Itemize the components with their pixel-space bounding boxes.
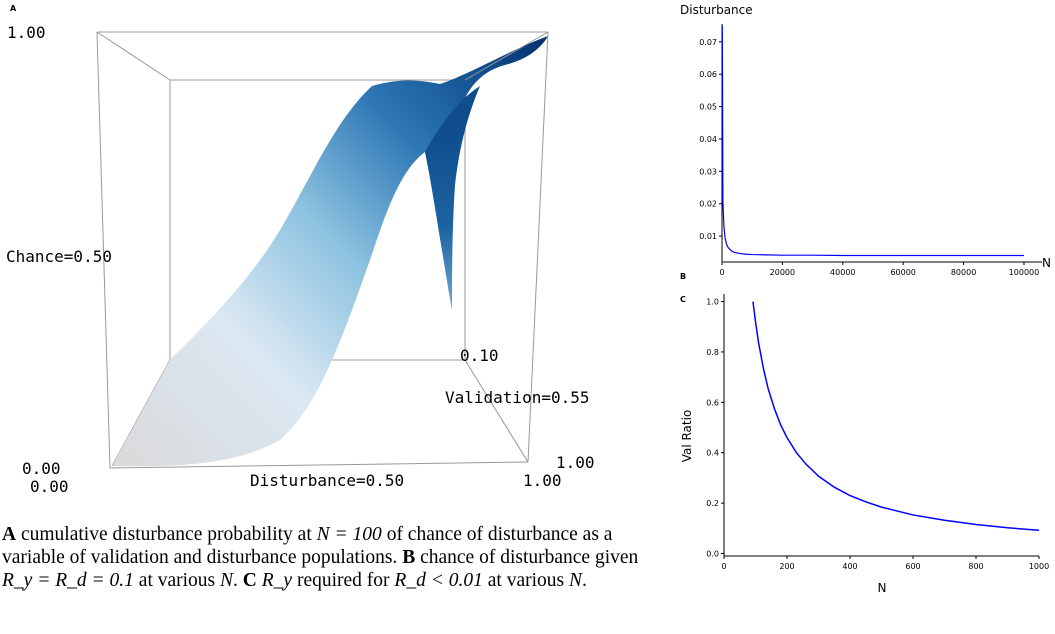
caption-c-math3: N xyxy=(568,570,582,591)
caption-c-text3: . xyxy=(582,570,587,591)
panel-c-letter: C xyxy=(680,295,686,304)
x-zero-label: 0.00 xyxy=(30,477,69,496)
x-tick-label: 800 xyxy=(968,562,983,571)
caption-c-math: R_y xyxy=(261,570,293,591)
y-tick-label: 0.6 xyxy=(706,398,719,407)
panel-a-surface-plot: A 1.00 Chance=0.50 0.00 0.00 Disturbance… xyxy=(6,4,595,496)
caption-b-text2: at various xyxy=(133,570,221,591)
x-tick-label: 20000 xyxy=(770,268,795,277)
y-mid-label: Validation=0.55 xyxy=(445,388,590,407)
caption-b-letter: B xyxy=(402,547,416,568)
caption-c-math2: R_d < 0.01 xyxy=(394,570,483,591)
x-tick-label: 600 xyxy=(905,562,920,571)
y-tick-label: 0.4 xyxy=(706,449,719,458)
y-tick-label: 0.02 xyxy=(699,200,717,209)
caption-b-math: R_y = R_d = 0.1 xyxy=(2,570,134,591)
caption-a-text1: cumulative disturbance probability at xyxy=(16,524,317,545)
panel-a-letter: A xyxy=(10,4,17,13)
frame-diag-bottom-right xyxy=(464,359,529,463)
y-tick-label: 0.10 xyxy=(460,346,499,365)
figure-caption: A cumulative disturbance probability at … xyxy=(2,523,667,592)
frame-diag-top-right xyxy=(464,31,549,81)
surface-fold xyxy=(425,86,480,310)
x-tick-label: 1000 xyxy=(1029,562,1049,571)
y-tick-label: 1.0 xyxy=(706,298,719,307)
frame-front-left xyxy=(96,31,111,469)
caption-c-text2: at various xyxy=(482,570,569,591)
x-tick-label: 200 xyxy=(779,562,794,571)
caption-b-text1: chance of disturbance given xyxy=(415,547,639,568)
panel-b-xlabel: N xyxy=(1042,256,1051,270)
caption-a-math: N = 100 xyxy=(316,524,382,545)
caption-c-text1: required for xyxy=(292,570,395,591)
cube-front-frame xyxy=(96,31,549,469)
y-tick-label: 0.03 xyxy=(699,167,717,176)
y-end-label: 1.00 xyxy=(556,453,595,472)
x-tick-label: 0 xyxy=(721,562,726,571)
x-tick-label: 60000 xyxy=(890,268,915,277)
panel-b-chart: Disturbance 0 20000 40000 60000 80000 1000000… xyxy=(680,3,1051,281)
y-tick-label: 0.06 xyxy=(699,70,717,79)
caption-c-letter: C xyxy=(242,570,257,591)
panel-c-chart: C Val Ratio 0 200 400 600 800 1000 0.0 0.2 0.4 0.… xyxy=(680,294,1049,595)
frame-diag-top-left xyxy=(96,31,171,81)
y-tick-label: 0.04 xyxy=(699,135,717,144)
panel-b-ticks: 0 20000 40000 60000 80000 100000 0.01 0.02 0.03 0… xyxy=(699,38,1039,277)
caption-b-math2: N xyxy=(220,570,234,591)
x-tick-label: 400 xyxy=(842,562,857,571)
x-mid-label: Disturbance=0.50 xyxy=(250,471,404,490)
y-tick-label: 0.0 xyxy=(706,549,719,558)
panel-b-series-line xyxy=(721,25,1024,257)
panel-b-axes xyxy=(721,24,1042,263)
z-zero-label: 0.00 xyxy=(22,459,61,478)
y-tick-label: 0.2 xyxy=(706,499,719,508)
panel-c-ylabel: Val Ratio xyxy=(680,410,694,463)
caption-a-letter: A xyxy=(2,524,17,545)
x-end-label: 1.00 xyxy=(523,471,562,490)
y-tick-label: 0.07 xyxy=(699,38,717,47)
frame-front-bottom xyxy=(109,461,529,469)
y-tick-label: 0.8 xyxy=(706,348,719,357)
y-tick-label: 0.05 xyxy=(699,103,717,112)
x-tick-label: 40000 xyxy=(830,268,855,277)
panel-c-axes xyxy=(723,294,1039,557)
z-mid-label: Chance=0.50 xyxy=(6,247,112,266)
panel-c-ticks: 0 200 400 600 800 1000 0.0 0.2 0.4 0.6 0.8 1.0 xyxy=(706,298,1049,571)
x-tick-label: 100000 xyxy=(1009,268,1040,277)
y-tick-label: 0.01 xyxy=(699,232,717,241)
panel-c-series-line xyxy=(752,301,1040,532)
caption-b-text3: . xyxy=(233,570,243,591)
panel-b-letter: B xyxy=(680,272,686,281)
x-tick-label: 80000 xyxy=(951,268,976,277)
caption-a-text2: of chance of disturbance as a variable o… xyxy=(2,524,613,568)
x-tick-label: 0 xyxy=(719,268,724,277)
panel-b-ylabel: Disturbance xyxy=(680,3,753,17)
frame-front-right xyxy=(527,31,549,463)
z-top-label: 1.00 xyxy=(7,23,46,42)
panel-c-xlabel: N xyxy=(878,581,887,595)
